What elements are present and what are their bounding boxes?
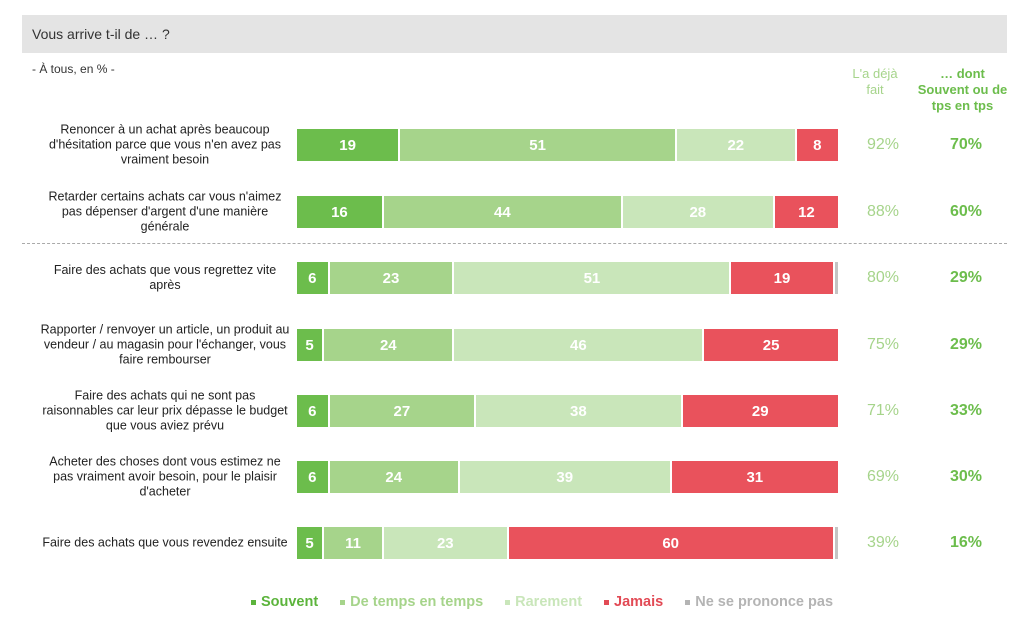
bar-segment: 38	[476, 395, 681, 427]
row-label: Rapporter / renvoyer un article, un prod…	[40, 322, 290, 367]
legend-label: De temps en temps	[350, 594, 484, 610]
often-value: 29%	[949, 336, 983, 353]
legend-swatch	[505, 599, 511, 605]
column-header-already: L'a déjà fait	[852, 66, 898, 97]
legend-label: Jamais	[614, 594, 664, 610]
row-label: Acheter des choses dont vous estimez ne …	[49, 454, 281, 499]
legend-swatch	[250, 599, 256, 605]
bar-segment: 5	[297, 527, 323, 559]
legend-swatch	[604, 599, 610, 605]
row-label: Faire des achats qui ne sont pas raisonn…	[42, 388, 288, 433]
already-value: 71%	[866, 402, 900, 419]
often-value: 16%	[949, 534, 983, 551]
bar-segment: 12	[774, 196, 838, 228]
bar-segment: 16	[297, 196, 382, 228]
bar-segment: 29	[682, 395, 838, 427]
often-value: 30%	[949, 468, 983, 485]
already-value: 75%	[866, 336, 900, 353]
often-value: 29%	[949, 269, 983, 286]
bar-segment: 8	[796, 129, 838, 161]
divider	[22, 243, 1007, 244]
often-value: 60%	[949, 203, 983, 220]
row-label: Retarder certains achats car vous n'aime…	[48, 189, 282, 234]
bar-segment: 51	[400, 129, 676, 161]
row-label: Renoncer à un achat après beaucoup d'hés…	[48, 122, 281, 167]
legend: Souvent De temps en temps Rarement Jamais Ne…	[30, 594, 1024, 610]
bar-segment: 27	[329, 395, 475, 427]
legend-item: Souvent	[250, 594, 319, 610]
question-title: Vous arrive t-il de … ?	[32, 26, 170, 42]
legend-item: Rarement	[505, 594, 582, 610]
row-label: Faire des achats que vous regrettez vite…	[53, 263, 277, 292]
bar-segment: 19	[297, 129, 399, 161]
bar-segment: 31	[671, 461, 838, 493]
bar-segment: 60	[508, 527, 833, 559]
bar-segment: 39	[459, 461, 670, 493]
column-header-often: … dont Souvent ou de tps en tps	[917, 66, 1008, 113]
bar-segment: 25	[704, 329, 838, 361]
legend-item: Jamais	[604, 594, 663, 610]
bar-segment: 46	[454, 329, 703, 361]
bar-segment	[834, 262, 838, 294]
bar-segment: 24	[324, 329, 453, 361]
bar-segment: 6	[297, 395, 328, 427]
already-value: 92%	[866, 136, 900, 153]
bar-segment: 6	[297, 461, 328, 493]
often-value: 70%	[949, 136, 983, 153]
legend-swatch	[340, 599, 346, 605]
header-bar: Vous arrive t-il de … ?	[22, 15, 1007, 53]
bar-segment: 5	[297, 329, 323, 361]
bar-segment: 51	[454, 262, 730, 294]
row-label: Faire des achats que vous revendez ensui…	[42, 535, 288, 550]
bar-segment: 23	[383, 527, 507, 559]
already-value: 69%	[866, 468, 900, 485]
legend-label: Rarement	[515, 594, 583, 610]
bar-segment: 22	[677, 129, 795, 161]
subtitle: - À tous, en % -	[32, 62, 115, 76]
often-value: 33%	[949, 402, 983, 419]
already-value: 80%	[866, 269, 900, 286]
legend-label: Ne se prononce pas	[695, 594, 834, 610]
legend-label: Souvent	[260, 594, 319, 610]
already-value: 88%	[866, 203, 900, 220]
legend-item: De temps en temps	[340, 594, 483, 610]
bar-segment: 19	[731, 262, 833, 294]
bar-segment: 24	[329, 461, 458, 493]
bar-segment	[834, 527, 838, 559]
legend-swatch	[685, 599, 691, 605]
bar-segment: 28	[622, 196, 773, 228]
already-value: 39%	[866, 534, 900, 551]
legend-item: Ne se prononce pas	[685, 594, 833, 610]
bar-segment: 11	[324, 527, 382, 559]
bar-segment: 6	[297, 262, 328, 294]
bar-segment: 44	[383, 196, 621, 228]
bar-segment: 23	[329, 262, 453, 294]
